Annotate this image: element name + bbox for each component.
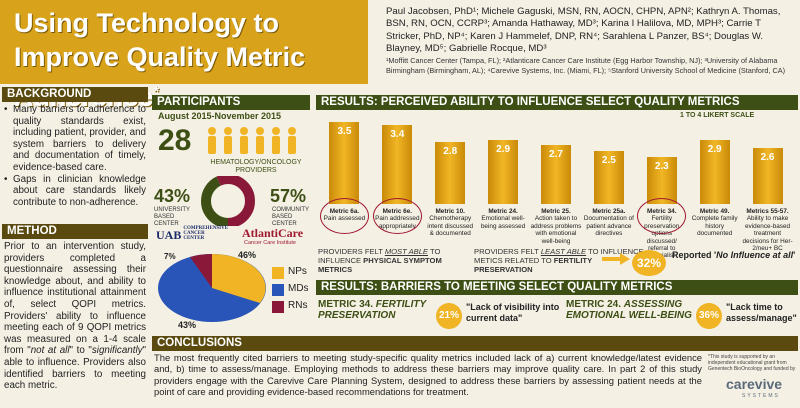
provider-count: 28 bbox=[158, 124, 192, 157]
bar-3: 2.8 bbox=[435, 142, 466, 204]
method-text: Prior to an intervention study, provider… bbox=[4, 241, 146, 392]
person-icons bbox=[208, 127, 296, 154]
arrow-icon bbox=[602, 253, 630, 265]
background-heading: BACKGROUND bbox=[2, 87, 148, 102]
no-influence-badge: 32% bbox=[632, 250, 666, 276]
bar-value-label: 2.9 bbox=[496, 143, 511, 155]
authors: Paul Jacobsen, PhD¹; Michele Gaguski, MS… bbox=[386, 6, 781, 55]
bar-value-label: 2.5 bbox=[601, 155, 616, 166]
legend-swatch-rns bbox=[272, 301, 284, 313]
results-barriers-heading: RESULTS: BARRIERS TO MEETING SELECT QUAL… bbox=[316, 280, 798, 295]
bar-value-label: 2.6 bbox=[760, 152, 775, 164]
metric24-title: METRIC 24. ASSESSING EMOTIONAL WELL-BEIN… bbox=[566, 299, 692, 321]
bar-1: 3.5 bbox=[329, 122, 360, 204]
bar-7: 2.3 bbox=[646, 156, 677, 204]
conclusions-heading: CONCLUSIONS bbox=[152, 336, 798, 351]
background-bullet: Many barriers to adherence to quality st… bbox=[4, 104, 146, 174]
pie-label-mds: 43% bbox=[178, 320, 197, 330]
funding-footnote: *This study is supported by an independe… bbox=[708, 354, 796, 372]
bar-2: 3.4 bbox=[382, 125, 413, 204]
background-list: Many barriers to adherence to quality st… bbox=[4, 104, 146, 208]
legend-swatch-mds bbox=[272, 284, 284, 296]
university-label: UNIVERSITY BASED CENTER bbox=[154, 207, 190, 227]
metric24-quote: "Lack time to assess/manage" bbox=[726, 302, 797, 323]
legend-label-nps: NPs bbox=[288, 266, 307, 277]
uab-logo: UAB COMPREHENSIVE CANCER CENTER bbox=[156, 226, 229, 242]
role-pie bbox=[158, 254, 266, 322]
highlight-circle bbox=[637, 198, 687, 234]
pie-slice-nps bbox=[212, 254, 266, 303]
legend-label-mds: MDs bbox=[288, 283, 309, 294]
carevive-logo-sub: SYSTEMS bbox=[742, 393, 780, 399]
center-donut bbox=[201, 176, 255, 226]
bar-8: 2.9 bbox=[699, 139, 730, 204]
bar-value-label: 3.5 bbox=[337, 126, 352, 138]
background-bullet: Gaps in clinician knowledge about care s… bbox=[4, 174, 146, 209]
no-influence-note: Reported 'No Influence at all' bbox=[672, 250, 796, 260]
bar-4: 2.9 bbox=[488, 139, 519, 204]
carevive-logo: carevive bbox=[726, 376, 783, 392]
legend-label-rns: RNs bbox=[288, 300, 308, 311]
highlight-circle bbox=[320, 198, 369, 234]
date-range: August 2015-November 2015 bbox=[158, 111, 282, 121]
title-banner bbox=[0, 0, 368, 84]
atlanticare-logo: AtlantiCare bbox=[242, 226, 304, 240]
metric34-quote: "Lack of visibility into current data" bbox=[466, 302, 560, 323]
bar-value-label: 2.7 bbox=[549, 149, 563, 161]
bar-value-label: 3.4 bbox=[390, 129, 405, 141]
metric-label: Metric 25. Action taken to address proble… bbox=[530, 208, 582, 245]
community-label: COMMUNITY BASED CENTER bbox=[272, 207, 309, 227]
pie-label-nps: 46% bbox=[238, 250, 257, 260]
results-influence-heading: RESULTS: PERCEIVED ABILITY TO INFLUENCE … bbox=[316, 95, 798, 110]
participants-heading: PARTICIPANTS bbox=[152, 95, 310, 110]
university-pct: 43% bbox=[154, 186, 191, 206]
metric-label: Metric 49. Complete family history docume… bbox=[691, 208, 738, 238]
metric34-title: METRIC 34. FERTILITY PRESERVATION bbox=[318, 299, 426, 321]
metric34-badge: 21% bbox=[436, 303, 462, 329]
community-pct: 57% bbox=[270, 186, 307, 206]
metric24-badge: 36% bbox=[696, 303, 722, 329]
bar-9: 2.6 bbox=[752, 148, 783, 204]
metric-label: Metric 25a. Documentation of patient adva… bbox=[583, 208, 634, 238]
bar-5: 2.7 bbox=[541, 145, 571, 204]
conclusions-text: The most frequently cited barriers to me… bbox=[154, 352, 702, 398]
bar-value-label: 2.3 bbox=[654, 160, 669, 172]
highlight-circle bbox=[372, 198, 422, 234]
provider-figures bbox=[206, 126, 306, 156]
affiliations: ¹Moffitt Cancer Center (Tampa, FL); ²Atl… bbox=[386, 56, 786, 75]
influence-bar-chart: 3.5 Metric 6a. Pain assessed 3.4 Metric 6e. P… bbox=[318, 112, 794, 259]
least-able-note: PROVIDERS FELT LEAST ABLE TO INFLUENCE M… bbox=[474, 247, 644, 274]
metric-label: Metric 24. Emotional well-being assessed bbox=[480, 208, 526, 230]
bar-6: 2.5 bbox=[593, 151, 624, 204]
bar-value-label: 2.9 bbox=[707, 143, 722, 155]
most-able-note: PROVIDERS FELT MOST ABLE TO INFLUENCE PH… bbox=[318, 247, 442, 274]
likert-scale-note: 1 TO 4 LIKERT SCALE bbox=[680, 112, 755, 119]
method-heading: METHOD bbox=[2, 224, 148, 239]
pie-label-rns: 7% bbox=[164, 252, 176, 261]
legend-swatch-nps bbox=[272, 267, 284, 279]
bar-value-label: 2.8 bbox=[443, 146, 458, 158]
pie-slice-rns bbox=[190, 254, 212, 288]
atlanticare-logo-sub: Cancer Care Institute bbox=[244, 240, 296, 246]
metric-label: Metrics 55-57. Ability to make evidence-b… bbox=[742, 208, 793, 253]
provider-count-label: HEMATOLOGY/ONCOLOGY PROVIDERS bbox=[210, 159, 302, 174]
metric-label: Metric 10. Chemotherapy intent discussed … bbox=[427, 208, 474, 238]
